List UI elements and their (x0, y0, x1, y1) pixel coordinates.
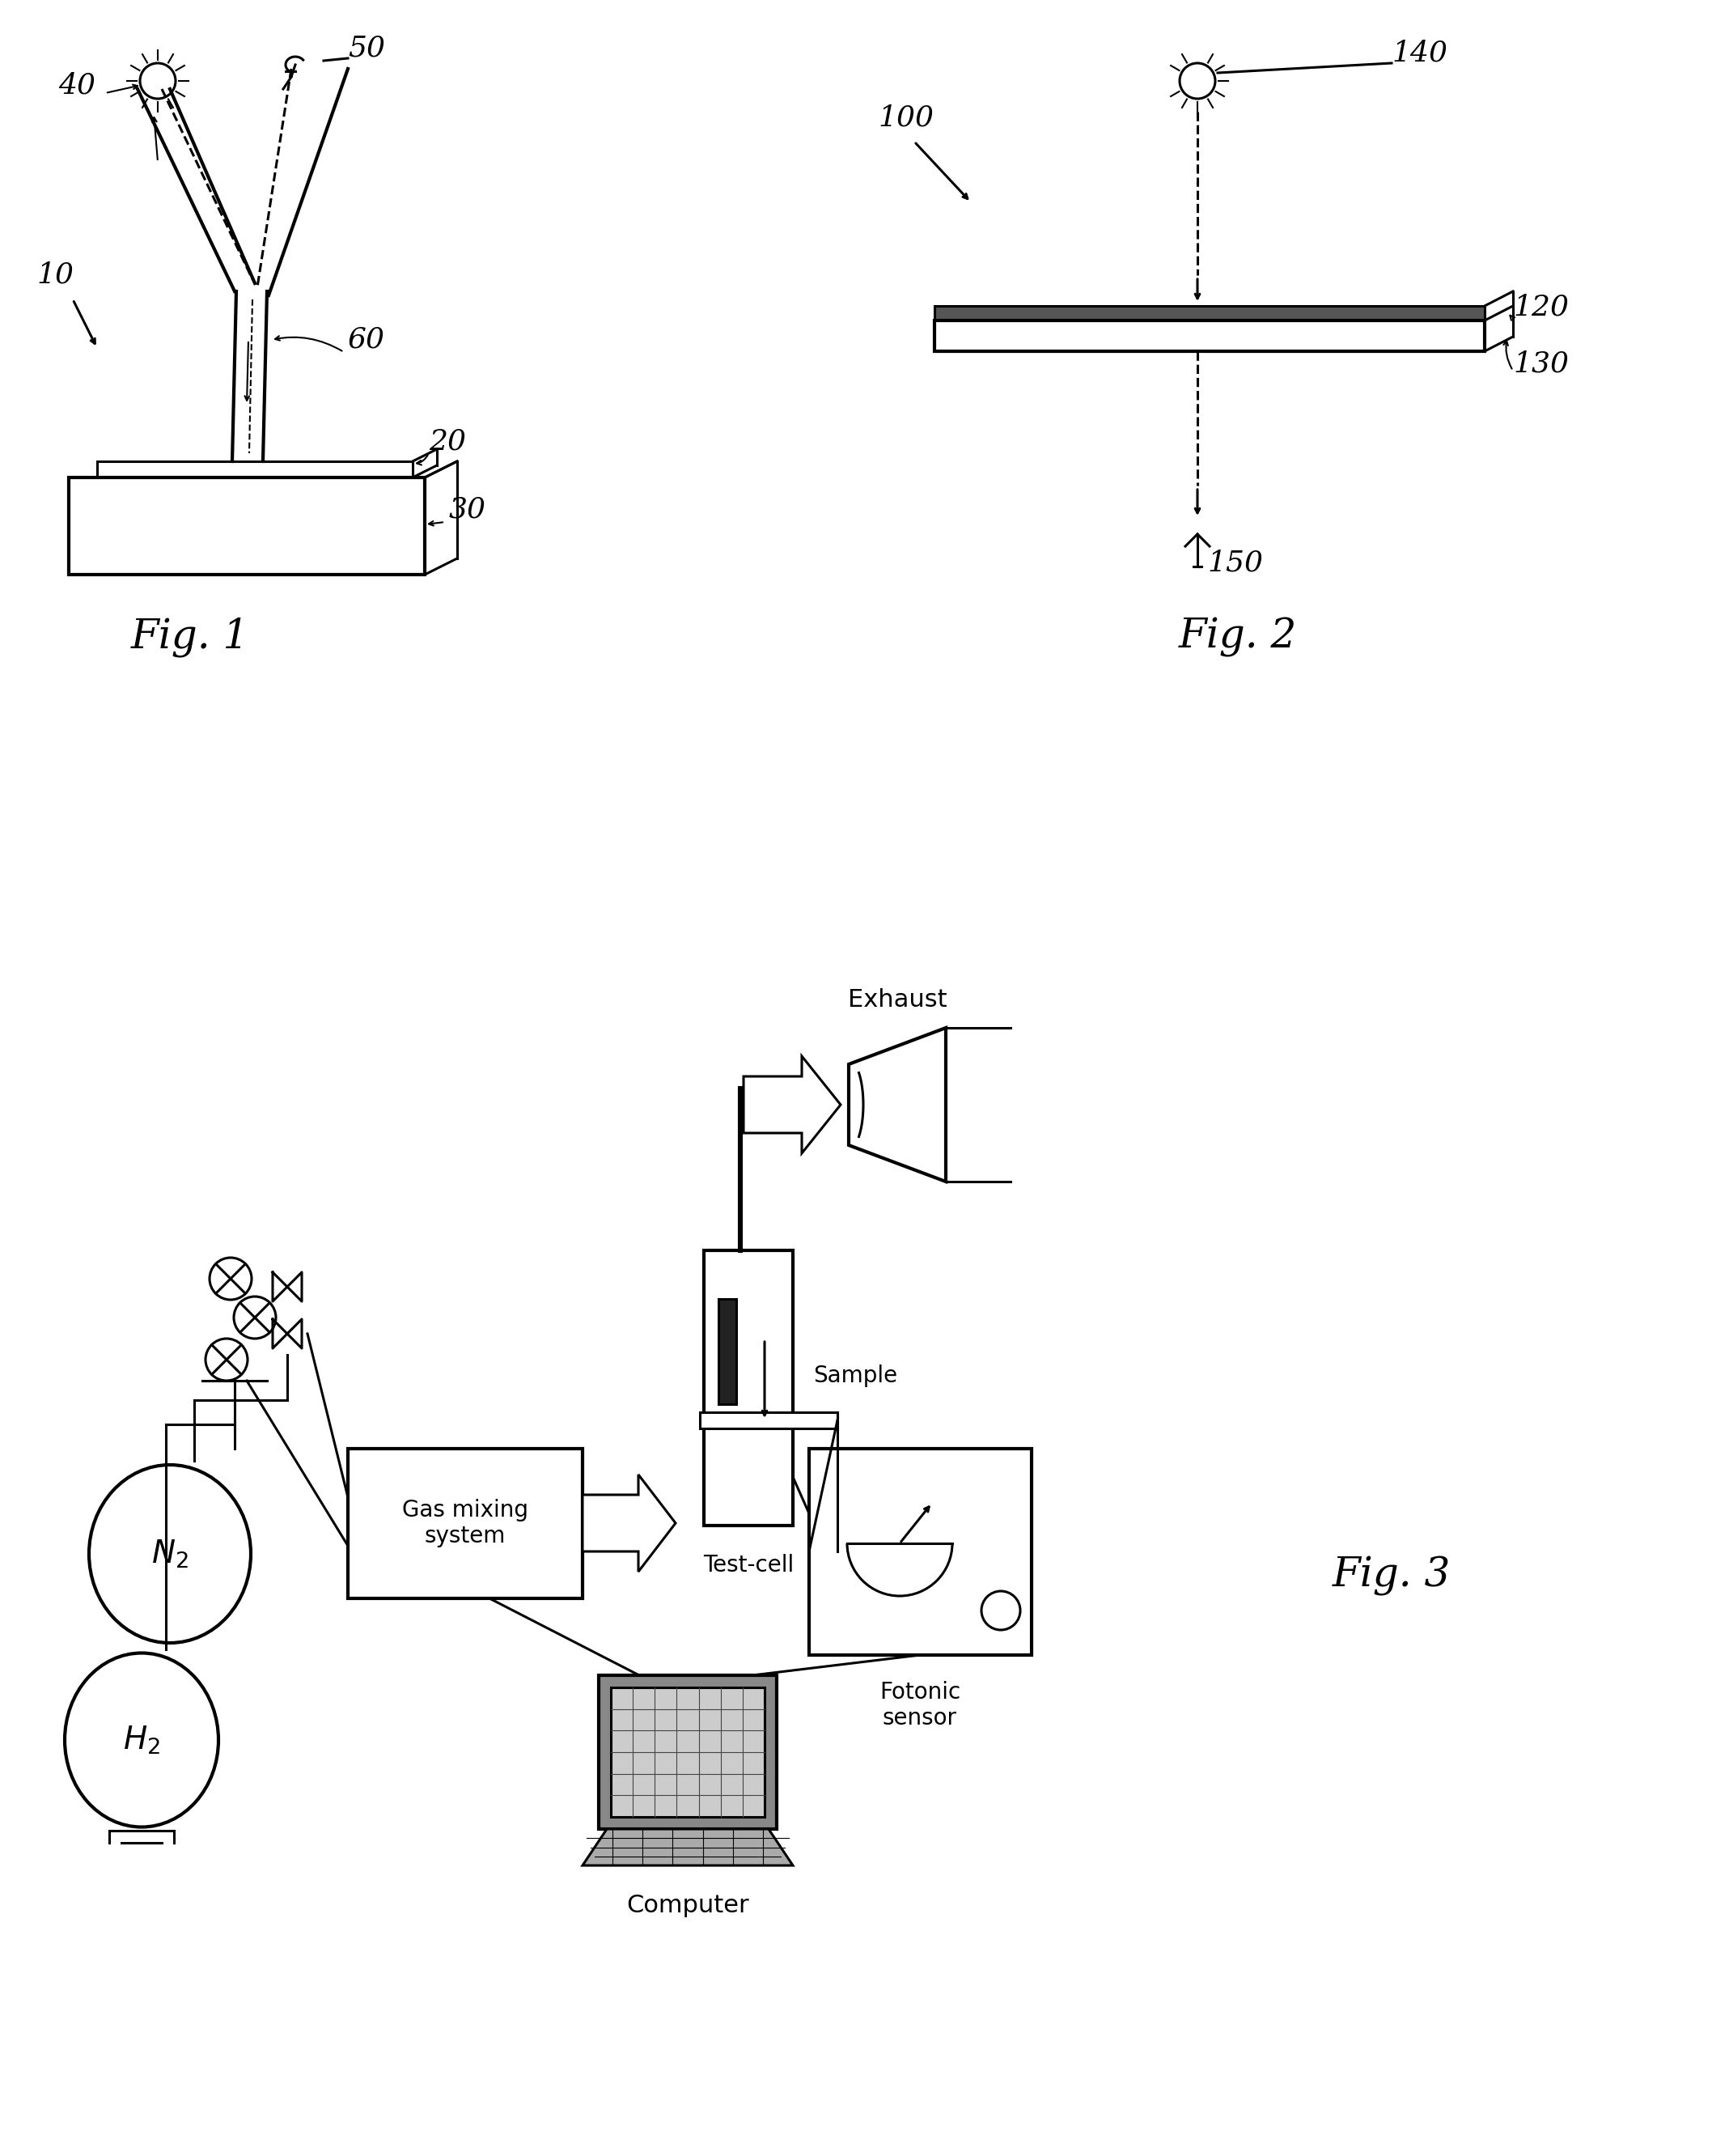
Text: 50: 50 (348, 34, 386, 63)
Text: Exhaust: Exhaust (847, 987, 947, 1011)
Text: Fotonic
sensor: Fotonic sensor (880, 1682, 961, 1729)
Bar (610, 1688, 764, 1818)
Bar (69, 476, 425, 576)
Bar (934, 321, 1485, 351)
Ellipse shape (88, 1464, 251, 1643)
Text: 60: 60 (348, 326, 386, 354)
Text: 30: 30 (450, 496, 486, 524)
Text: 150: 150 (1207, 550, 1262, 576)
Text: Test-cell: Test-cell (704, 1554, 794, 1576)
Text: $H_2$: $H_2$ (123, 1725, 161, 1755)
Bar (348, 1449, 583, 1598)
Bar (719, 1298, 737, 1404)
Bar (934, 306, 1485, 321)
Bar (97, 461, 413, 476)
Text: Fig. 2: Fig. 2 (1179, 617, 1297, 658)
Bar (700, 1412, 837, 1429)
Polygon shape (743, 1056, 840, 1153)
Text: Sample: Sample (813, 1365, 897, 1386)
Text: 140: 140 (1392, 39, 1447, 67)
Text: 120: 120 (1513, 293, 1568, 321)
Text: 130: 130 (1513, 351, 1568, 377)
Text: 100: 100 (878, 103, 934, 132)
Text: 40: 40 (59, 71, 95, 99)
Text: 20: 20 (429, 427, 467, 455)
Polygon shape (583, 1475, 676, 1572)
Text: Fig. 1: Fig. 1 (131, 617, 249, 658)
Polygon shape (583, 1828, 794, 1865)
Text: Fig. 3: Fig. 3 (1333, 1554, 1451, 1595)
Text: Computer: Computer (626, 1893, 749, 1917)
Text: Gas mixing
system: Gas mixing system (403, 1498, 529, 1548)
Ellipse shape (64, 1654, 218, 1826)
Bar (598, 1675, 776, 1828)
Text: $N_2$: $N_2$ (152, 1537, 188, 1570)
Text: 10: 10 (36, 261, 74, 289)
Bar (809, 1449, 1032, 1656)
Bar (704, 1250, 794, 1526)
